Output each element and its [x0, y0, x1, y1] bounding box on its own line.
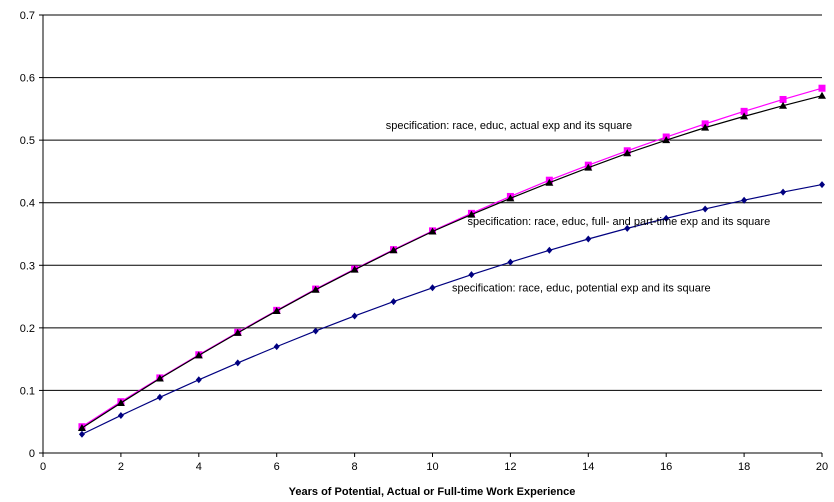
data-point-triangle	[350, 265, 359, 273]
data-point-triangle	[428, 227, 437, 235]
x-tick-label: 20	[816, 461, 828, 473]
x-tick-label: 8	[352, 461, 358, 473]
series-line-triangle	[81, 95, 823, 429]
data-point-diamond	[819, 181, 825, 189]
data-point-diamond	[585, 235, 592, 243]
y-tick-label: 0.7	[20, 10, 35, 22]
series-group	[77, 84, 826, 438]
data-point-diamond	[351, 312, 358, 320]
data-point-diamond	[273, 343, 280, 351]
data-point-triangle	[272, 306, 281, 314]
x-tick-label: 12	[504, 461, 516, 473]
data-point-diamond	[429, 284, 436, 292]
data-point-square	[740, 107, 748, 115]
series-triangle	[77, 91, 826, 431]
data-point-diamond	[468, 271, 475, 279]
data-point-diamond	[663, 214, 670, 222]
x-tick-label: 10	[426, 461, 438, 473]
data-point-triangle	[623, 149, 632, 157]
x-tick-label: 2	[118, 461, 124, 473]
data-point-triangle	[194, 351, 203, 359]
y-tick-label: 0.1	[20, 385, 35, 397]
series-diamond	[78, 181, 825, 438]
data-point-triangle	[779, 101, 788, 109]
data-point-diamond	[312, 327, 319, 335]
data-point-diamond	[78, 430, 85, 438]
data-point-diamond	[507, 258, 514, 266]
data-point-triangle	[584, 163, 593, 171]
x-axis-title: Years of Potential, Actual or Full-time …	[289, 486, 576, 498]
data-point-triangle	[155, 374, 164, 382]
x-tick-label: 6	[274, 461, 280, 473]
y-tick-label: 0.2	[20, 323, 35, 335]
data-point-diamond	[156, 393, 163, 401]
data-point-diamond	[624, 224, 631, 232]
data-point-diamond	[546, 246, 553, 254]
y-tick-label: 0.5	[20, 135, 35, 147]
data-point-triangle	[818, 91, 826, 99]
x-tick-label: 18	[738, 461, 750, 473]
series-square	[78, 84, 826, 431]
data-point-triangle	[740, 112, 749, 120]
data-point-square	[818, 84, 826, 92]
y-tick-label: 0	[29, 448, 35, 460]
data-point-triangle	[389, 246, 398, 254]
series-line-square	[81, 87, 823, 428]
data-point-diamond	[741, 196, 748, 204]
data-point-diamond	[702, 205, 709, 213]
axes: 0 0.1 0.2 0.3 0.4 0.5 0.6 0.7 0 2 4 6 8 10 12 14 16 18 20	[20, 10, 828, 473]
data-point-triangle	[506, 194, 515, 202]
x-tick-label: 16	[660, 461, 672, 473]
series-annotation: specification: race, educ, actual exp an…	[386, 120, 632, 132]
data-point-triangle	[701, 123, 710, 131]
gridlines	[43, 14, 822, 391]
y-tick-label: 0.6	[20, 73, 35, 85]
annotations: specification: race, educ, actual exp an…	[386, 120, 770, 295]
x-tick-label: 14	[582, 461, 594, 473]
data-point-triangle	[662, 136, 671, 144]
data-point-diamond	[780, 188, 787, 196]
x-tick-label: 4	[196, 461, 202, 473]
y-tick-label: 0.4	[20, 198, 35, 210]
y-tick-label: 0.3	[20, 260, 35, 272]
data-point-diamond	[234, 359, 241, 367]
data-point-diamond	[195, 376, 202, 384]
data-point-square	[779, 95, 787, 103]
data-point-diamond	[390, 298, 397, 306]
data-point-triangle	[467, 210, 476, 218]
x-tick-label: 0	[40, 461, 46, 473]
data-point-triangle	[77, 423, 86, 431]
series-annotation: specification: race, educ, full- and par…	[468, 216, 771, 228]
series-annotation: specification: race, educ, potential exp…	[452, 283, 711, 295]
data-point-triangle	[116, 398, 125, 406]
data-point-triangle	[311, 285, 320, 293]
series-line-diamond	[81, 183, 823, 435]
data-point-triangle	[545, 178, 554, 186]
data-point-triangle	[233, 328, 242, 336]
data-point-diamond	[117, 411, 124, 419]
